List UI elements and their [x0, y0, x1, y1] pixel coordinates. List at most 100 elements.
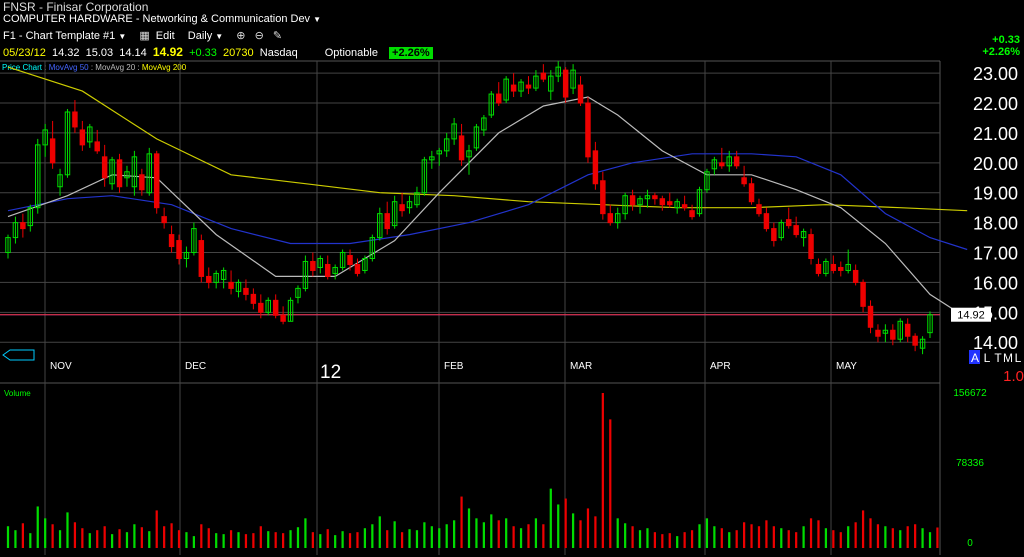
optionable-label: Optionable — [324, 47, 378, 59]
zoom-out-icon[interactable]: ⊖ — [254, 30, 264, 42]
candle-body — [168, 234, 175, 248]
candlesticks — [5, 61, 933, 355]
candle-body — [362, 258, 368, 271]
candle-body — [42, 129, 48, 146]
candle-body — [354, 263, 361, 274]
candle-body — [317, 258, 324, 268]
candle-body — [830, 263, 837, 271]
side-label: M — [1003, 351, 1013, 365]
candle-body — [562, 69, 569, 98]
candle-body — [644, 195, 651, 200]
candle-body — [391, 201, 398, 227]
candle-body — [577, 84, 584, 104]
right-pct-change: +2.26% — [982, 46, 1020, 58]
candle-body — [116, 159, 123, 188]
candle-body — [629, 195, 636, 206]
candle-body — [756, 204, 762, 215]
y-tick-label: 16.00 — [973, 273, 1018, 293]
candle-body — [622, 195, 628, 215]
axis-labels: 14.0015.0016.0017.0018.0019.0020.0021.00… — [2, 64, 1024, 549]
sector-label: COMPUTER HARDWARE — [3, 13, 133, 25]
candle-body — [800, 231, 807, 239]
candle-body — [139, 174, 145, 191]
toolbar: F1 - Chart Template #1 ▼ ▦ Edit Daily ▼ ⊕… — [3, 29, 288, 42]
candle-body — [198, 240, 205, 277]
candle-body — [377, 213, 383, 239]
candle-body — [5, 237, 11, 254]
candle-body — [592, 150, 599, 185]
candle-body — [176, 240, 182, 259]
candle-body — [845, 263, 851, 271]
candle-body — [637, 198, 643, 206]
side-label-box — [969, 350, 980, 364]
legend-ma20: MovAvg 20 — [95, 63, 136, 72]
y-tick-label: 17.00 — [973, 244, 1018, 264]
volume-bars — [6, 393, 939, 548]
y-tick-label: 21.00 — [973, 124, 1018, 144]
candle-body — [681, 204, 688, 209]
industry-label: Networking & Communication Dev — [142, 13, 311, 25]
candle-body — [652, 195, 658, 200]
candle-body — [235, 281, 242, 292]
candle-body — [481, 117, 487, 131]
y-tick-label: 18.00 — [973, 214, 1018, 234]
candle-body — [213, 272, 219, 283]
candle-body — [220, 269, 227, 280]
candle-body — [339, 252, 346, 268]
candle-body — [436, 150, 442, 155]
candle-body — [183, 252, 190, 260]
candle-body — [696, 189, 703, 215]
draw-pencil-icon[interactable]: ✎ — [272, 30, 283, 42]
volume-tick-label: 0 — [967, 538, 973, 549]
candle-body — [919, 338, 926, 349]
candle-body — [295, 287, 301, 298]
y-tick-label: 22.00 — [973, 94, 1018, 114]
volume-tick-label: 78336 — [956, 458, 984, 469]
candle-body — [473, 126, 480, 149]
candle-body — [852, 269, 859, 283]
candle-body — [153, 153, 160, 209]
zoom-in-icon[interactable]: ⊕ — [236, 30, 246, 42]
candle-body — [927, 314, 933, 334]
candle-body — [49, 138, 56, 164]
y-tick-label: 20.00 — [973, 154, 1018, 174]
month-label: MAY — [836, 361, 857, 372]
candle-body — [421, 159, 428, 194]
candle-body — [280, 314, 286, 322]
edit-button[interactable]: ▦ Edit — [139, 30, 175, 42]
candle-body — [57, 174, 63, 188]
candle-body — [258, 302, 264, 313]
chevron-down-icon[interactable]: ▼ — [313, 15, 322, 24]
quote-close: 14.92 — [152, 45, 183, 59]
candle-body — [607, 213, 614, 224]
candle-body — [399, 204, 405, 212]
chart-template-dropdown[interactable]: F1 - Chart Template #1 ▼ — [3, 30, 127, 42]
candle-body — [867, 305, 874, 328]
quote-date: 05/23/12 — [3, 47, 46, 59]
grid-icon: ▦ — [139, 30, 150, 42]
candle-body — [124, 171, 130, 179]
exchange-label: Nasdaq — [259, 47, 298, 59]
candle-body — [302, 260, 309, 289]
symbol[interactable]: FNSR — [3, 0, 36, 14]
quote-low: 14.14 — [119, 47, 147, 59]
period-dropdown[interactable]: Daily ▼ — [187, 30, 224, 42]
legend-ma200: MovAvg 200 — [141, 63, 187, 72]
candle-body — [384, 213, 390, 230]
candle-body — [443, 138, 450, 152]
current-price-box — [951, 307, 991, 322]
candle-body — [72, 111, 78, 128]
chevron-down-icon: ▼ — [215, 32, 224, 41]
candle-body — [748, 183, 755, 203]
candle-body — [451, 123, 457, 140]
candle-body — [250, 293, 257, 304]
candle-body — [287, 299, 294, 322]
candle-body — [64, 111, 71, 176]
quote-volume: 20730 — [223, 47, 254, 59]
candle-body — [347, 255, 353, 265]
candle-body — [35, 144, 41, 209]
candle-body — [600, 180, 606, 215]
candle-body — [838, 266, 844, 271]
candle-body — [109, 159, 115, 185]
